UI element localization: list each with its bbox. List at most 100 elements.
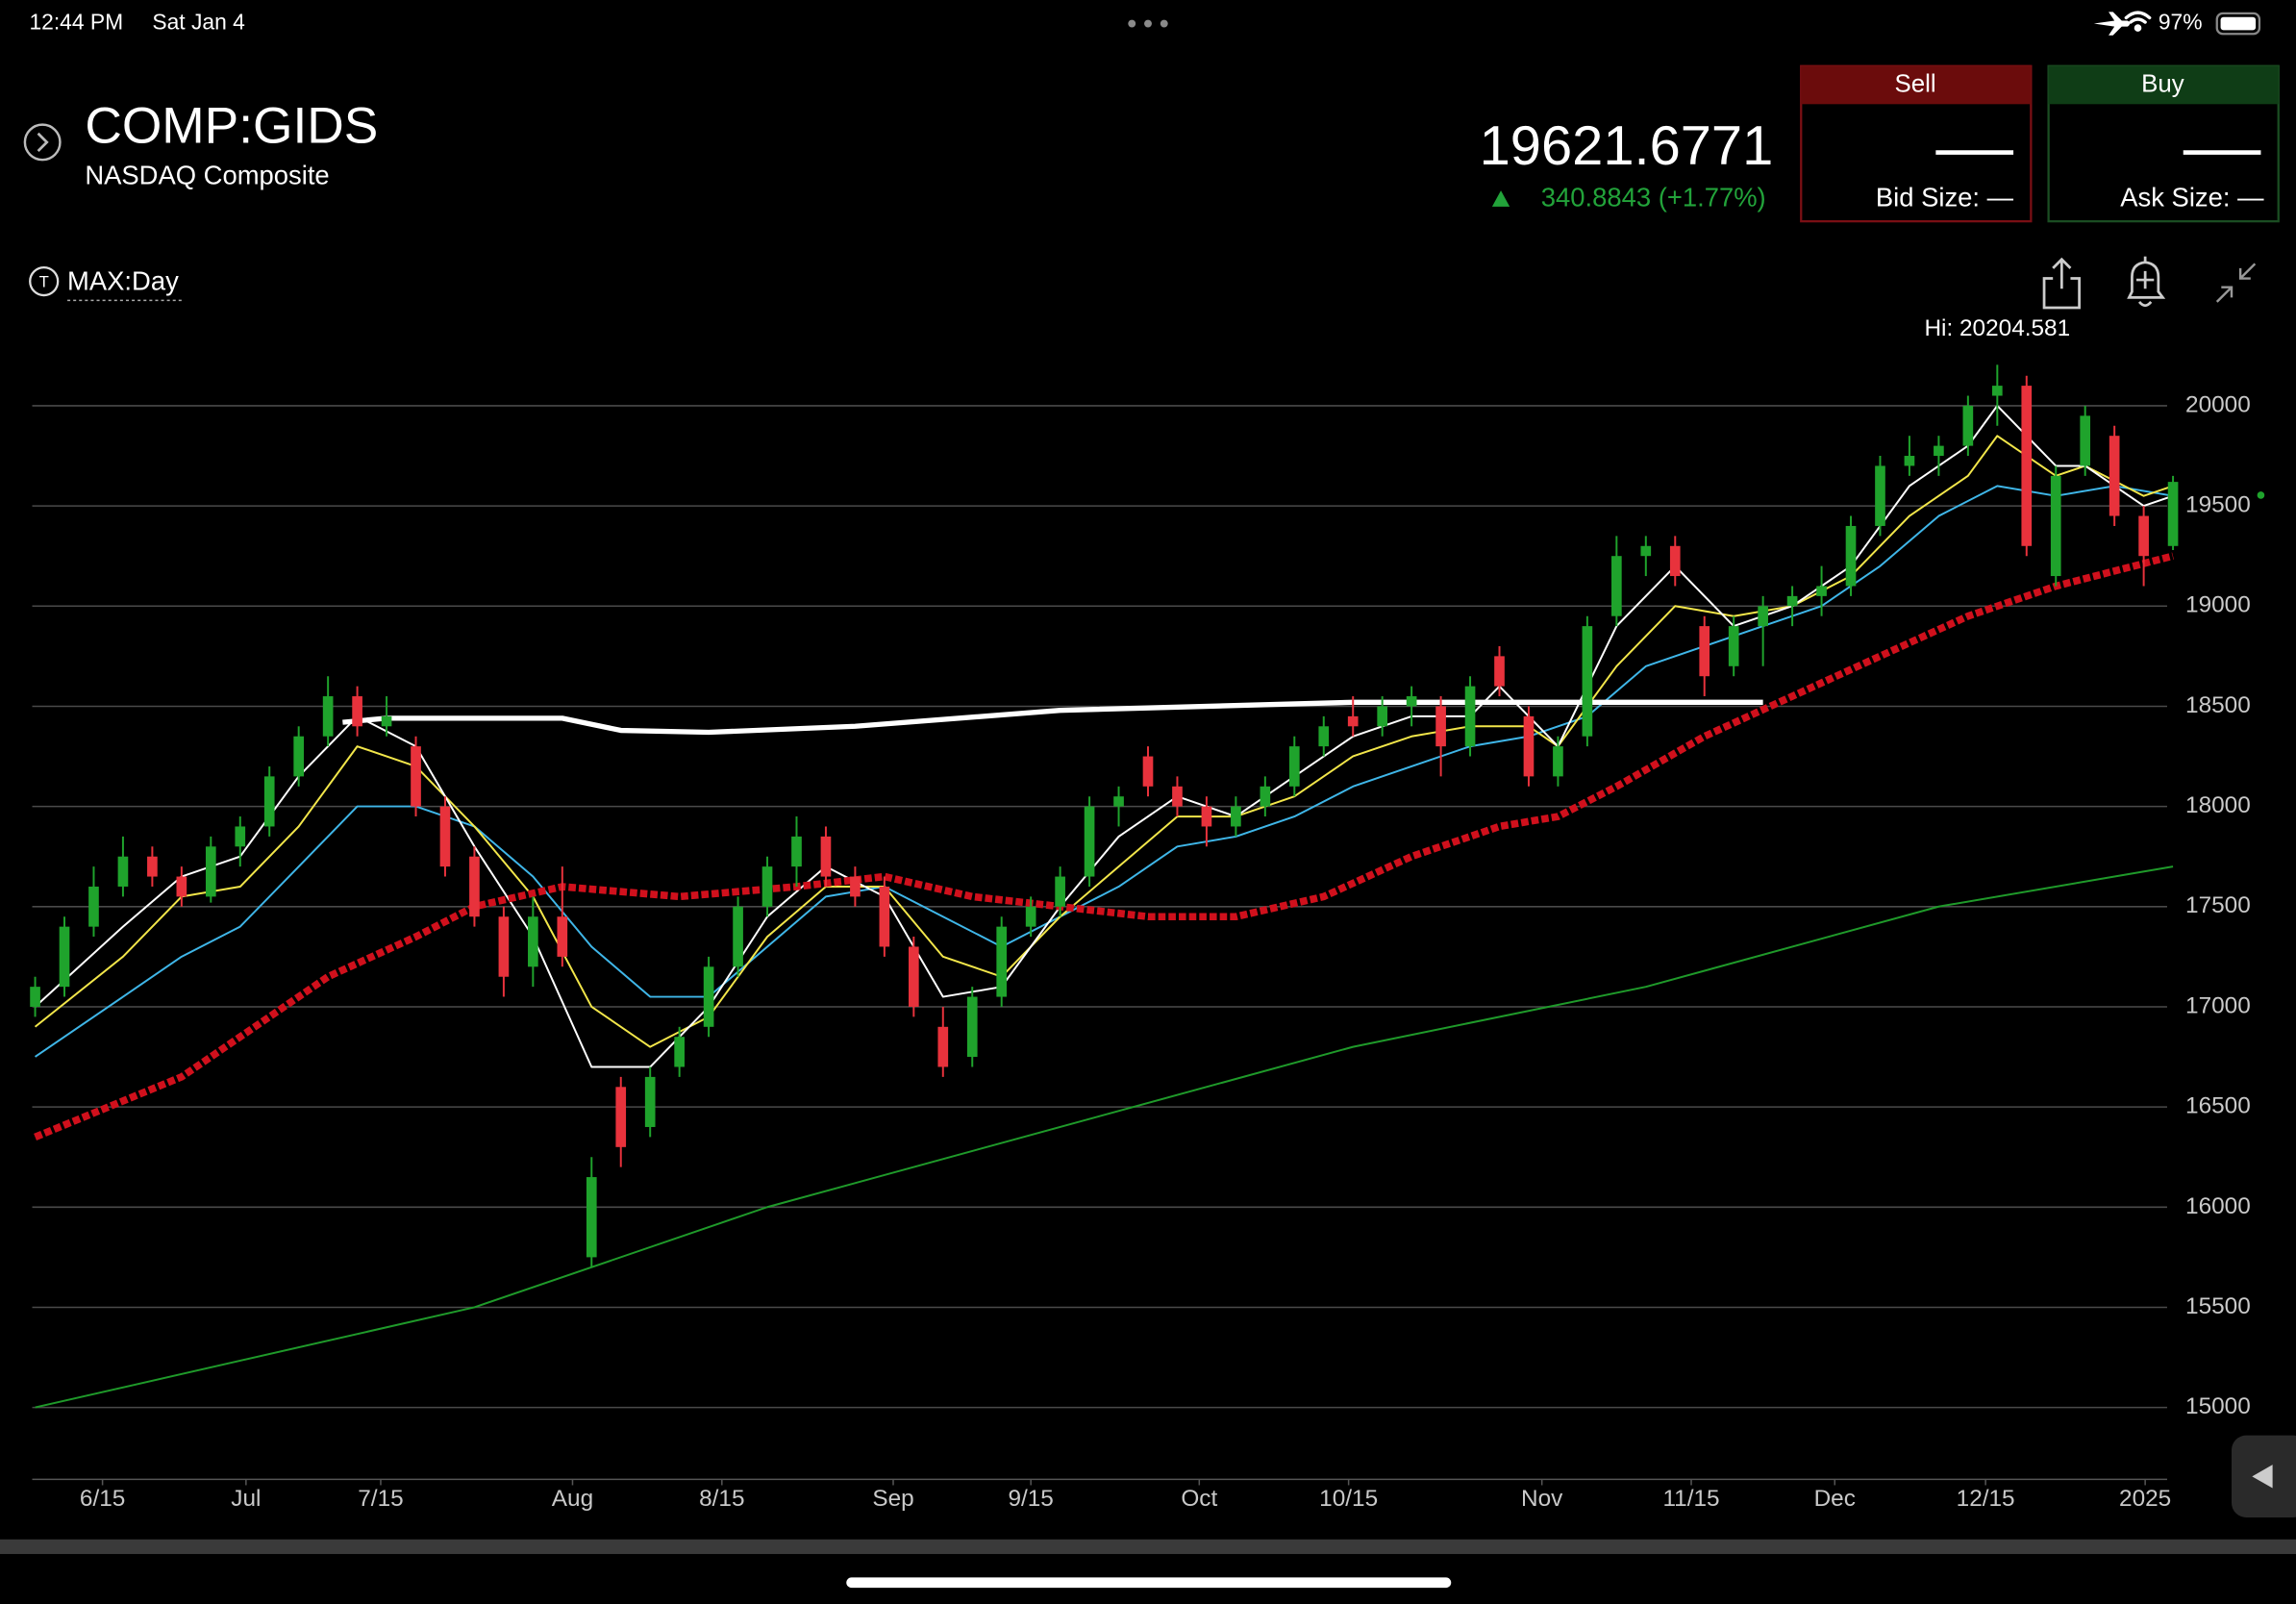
candle-body (761, 866, 773, 907)
x-tick-label: Nov (1521, 1486, 1563, 1512)
candle-body (1553, 746, 1563, 777)
candle-body (2109, 436, 2120, 516)
up-arrow (1491, 190, 1510, 207)
candle-body (1758, 606, 1768, 627)
candle-body (1201, 806, 1212, 827)
candle-body (1523, 715, 1535, 777)
candle-body (381, 715, 392, 727)
timeframe-icon-letter: T (39, 273, 49, 291)
candle-body (733, 906, 743, 967)
y-tick-label: 15000 (2185, 1393, 2251, 1419)
candle-body (1172, 786, 1183, 807)
candle-body (908, 946, 919, 1007)
candle-body (1669, 545, 1681, 577)
y-tick-label: 19000 (2185, 592, 2251, 618)
candle-body (1845, 525, 1857, 587)
price-change: 340.8843 (+1.77%) (1541, 183, 1766, 213)
multitask-dots[interactable] (1128, 19, 1168, 28)
y-tick-label: 17500 (2185, 892, 2251, 918)
x-tick-label: 2025 (2119, 1486, 2171, 1512)
moving-average-line (34, 552, 2175, 1140)
candle-body (1318, 726, 1330, 747)
alert-button[interactable] (2127, 256, 2166, 308)
candle-body (1464, 686, 1476, 747)
y-tick-label: 16500 (2185, 1093, 2251, 1119)
candle-body (615, 1087, 627, 1147)
candle-body (1904, 456, 1915, 466)
chart: 15000 15500 16000 16500 17000 17500 18000 18500… (30, 315, 2251, 1512)
candle-body (644, 1076, 656, 1127)
sell-button[interactable]: Sell Bid Size: — (1800, 64, 2033, 223)
candle-body (176, 876, 187, 897)
candle-body (937, 1026, 949, 1067)
candle-body (996, 926, 1008, 997)
ask-size: Ask Size: — (2120, 183, 2264, 213)
timeframe: MAX:Day (67, 265, 179, 295)
x-tick-label: Oct (1181, 1486, 1217, 1512)
symbol: COMP:GIDS (85, 97, 378, 154)
x-tick-label: 11/15 (1662, 1486, 1719, 1512)
collapse-button[interactable] (2215, 263, 2257, 303)
candle-body (1142, 756, 1154, 787)
high-annotation: Hi: 20204.581 (1924, 315, 2070, 341)
battery-level: 97% (2159, 10, 2203, 35)
x-tick-label: 7/15 (358, 1486, 403, 1512)
y-tick-label: 15500 (2185, 1293, 2251, 1319)
candle-body (879, 886, 890, 947)
candle-body (59, 926, 70, 988)
candle-body (1347, 715, 1359, 727)
candle-body (674, 1037, 685, 1067)
candle-body (850, 876, 861, 897)
y-tick-label: 18000 (2185, 792, 2251, 818)
instrument-name: NASDAQ Composite (85, 161, 329, 190)
candle-body (30, 987, 40, 1007)
candle-body (1875, 465, 1885, 526)
candle-body (1055, 876, 1065, 907)
candle-body (703, 966, 714, 1027)
x-tick-label: 9/15 (1008, 1486, 1053, 1512)
candle-body (352, 696, 362, 727)
candle-body (1435, 706, 1446, 747)
candle-body (1934, 445, 1944, 457)
y-tick-label: 19500 (2185, 492, 2251, 518)
candle-body (1611, 556, 1622, 616)
candle-body (293, 736, 305, 777)
x-tick-label: Aug (552, 1486, 593, 1512)
x-tick-label: Jul (231, 1486, 261, 1512)
candle-body (439, 806, 451, 867)
candle-body (469, 856, 480, 917)
candle-body (411, 746, 421, 807)
candle-body (88, 886, 99, 927)
y-tick-label: 16000 (2185, 1193, 2251, 1219)
candle-body (117, 856, 129, 887)
buy-button[interactable]: Buy Ask Size: — (2047, 64, 2280, 223)
live-dot (2257, 491, 2265, 499)
buy-label: Buy (2141, 70, 2184, 97)
candle-body (1084, 806, 1095, 877)
expand-button[interactable] (23, 123, 62, 162)
battery-icon (2215, 12, 2261, 36)
timeframe-selector[interactable]: T MAX:Day (29, 265, 182, 302)
x-tick-label: 12/15 (1957, 1486, 2015, 1512)
moving-average-line (342, 699, 1763, 736)
candle-body (1377, 706, 1388, 727)
candle-body (1288, 746, 1300, 787)
wifi-icon (2124, 11, 2152, 32)
candle-body (1699, 626, 1710, 677)
y-tick-label: 20000 (2185, 391, 2251, 417)
share-button[interactable] (2042, 257, 2081, 310)
candle-body (2021, 386, 2033, 546)
bid-size: Bid Size: — (1876, 183, 2014, 213)
last-price: 19621.6771 (1480, 115, 1774, 177)
candle-body (528, 916, 538, 967)
candle-body (557, 916, 568, 957)
candle-body (1728, 626, 1739, 666)
home-indicator[interactable] (846, 1577, 1452, 1589)
side-panel-toggle[interactable] (2231, 1435, 2296, 1517)
candle-body (1816, 586, 1827, 596)
candle-body (1231, 806, 1241, 827)
candle-body (1494, 656, 1505, 687)
bottom-bar (0, 1539, 2296, 1555)
